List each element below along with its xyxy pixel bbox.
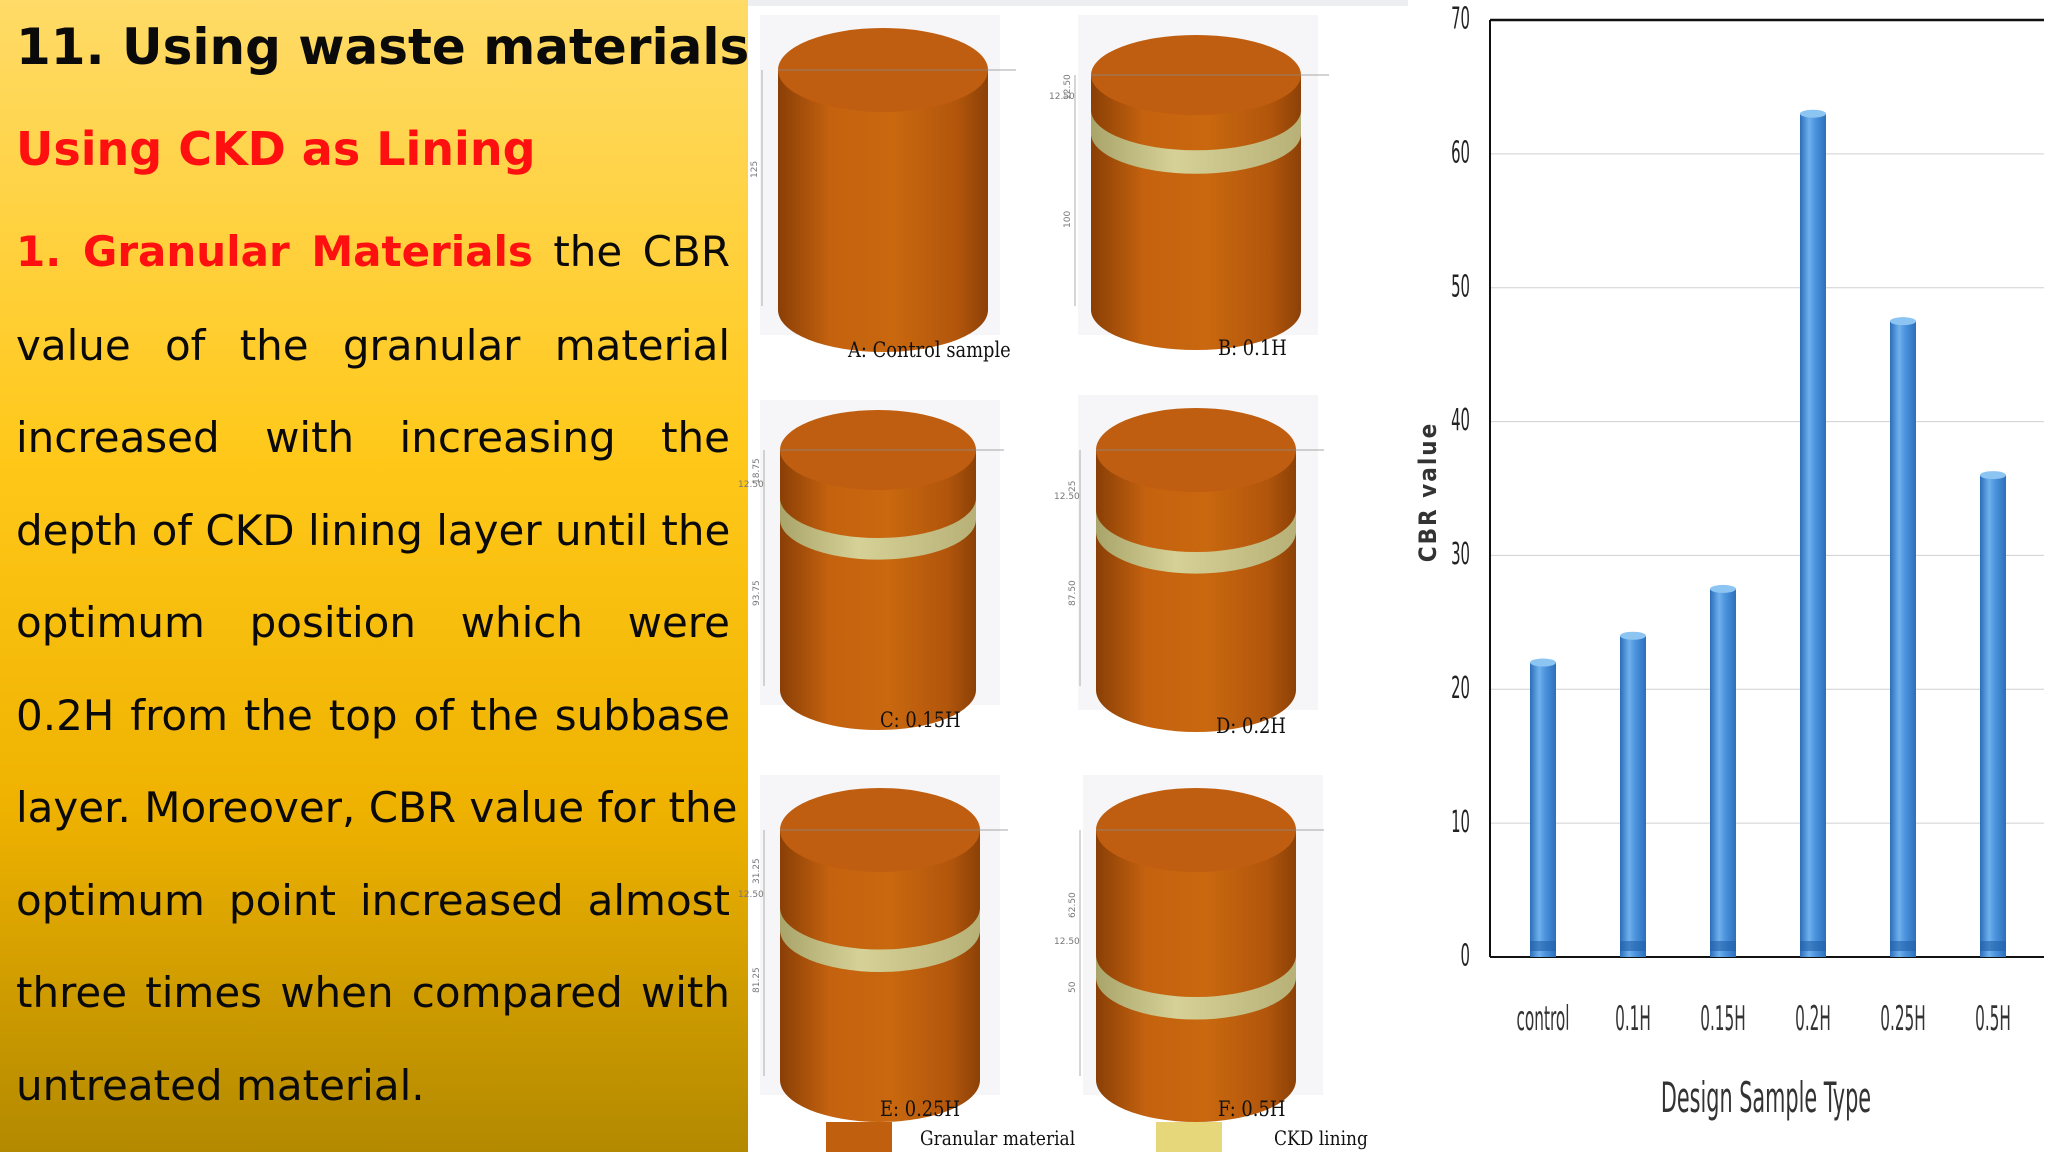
bar-base xyxy=(1530,941,1556,951)
x-tick-label: 0.15H xyxy=(1700,1000,1746,1039)
cylinder-a xyxy=(761,28,1016,352)
cylinder-c xyxy=(763,410,1004,730)
bar-cap xyxy=(1620,631,1646,640)
ckd-lining-band xyxy=(780,498,976,560)
dimension-label: 87.50 xyxy=(1068,580,1078,606)
text-panel: 11. Using waste materials: Using CKD as … xyxy=(0,0,769,1152)
bar-base xyxy=(1800,941,1826,951)
y-tick-label: 20 xyxy=(1451,671,1470,706)
y-tick-label: 70 xyxy=(1451,1,1470,36)
legend-label-lining: CKD lining xyxy=(1274,1126,1368,1150)
paragraph-line-1: 1. Granular Materials the CBR xyxy=(16,228,730,276)
sample-caption: A: Control sample xyxy=(848,338,1011,362)
dimension-label: 31.25 xyxy=(752,858,762,885)
paragraph-line-3: increased with increasing the xyxy=(16,413,730,462)
cylinder-body xyxy=(1096,450,1296,732)
bar-cap xyxy=(1710,584,1736,593)
dimension-label: 62.50 xyxy=(1068,891,1078,918)
legend-swatch-granular xyxy=(826,1122,892,1152)
paragraph-line-5: optimum position which were xyxy=(16,598,730,647)
paragraph-line-10: untreated material. xyxy=(16,1061,425,1110)
dimension-label: 12.50 xyxy=(738,480,764,490)
cbr-bar-chart: 0 10 20 30 40 50 60 70 control 0.1H 0.15H 0.2H 0.25H… xyxy=(1414,1,2044,1122)
dimension-label: 12.50 xyxy=(738,889,764,900)
legend-label-granular: Granular material xyxy=(920,1126,1076,1150)
y-tick-label: 10 xyxy=(1451,805,1470,840)
bar-0.1H xyxy=(1620,635,1646,957)
bar-base xyxy=(1710,941,1736,951)
paragraph-line-8: optimum point increased almost xyxy=(16,876,730,925)
paragraph-line-4: depth of CKD lining layer until the xyxy=(16,506,731,555)
paragraph-line-6: 0.2H from the top of the subbase xyxy=(16,691,730,740)
sample-caption: B: 0.1H xyxy=(1218,336,1287,360)
paragraph-line-7: layer. Moreover, CBR value for the xyxy=(16,783,738,832)
paragraph-lead: 1. Granular Materials xyxy=(16,227,533,276)
y-tick-label: 50 xyxy=(1451,269,1470,304)
dimension-label: 125 xyxy=(750,160,760,178)
bar-base xyxy=(1980,941,2006,951)
cylinder-body xyxy=(780,830,980,1122)
cylinder-body xyxy=(1096,830,1296,1122)
bar-cap xyxy=(1530,658,1556,667)
y-tick-label: 0 xyxy=(1461,938,1470,973)
sample-caption: C: 0.15H xyxy=(880,708,961,732)
cylinder-body xyxy=(780,450,976,730)
bar-base xyxy=(1890,941,1916,951)
x-tick-label: 0.2H xyxy=(1795,1000,1831,1039)
sample-caption: D: 0.2H xyxy=(1216,714,1286,738)
dimension-label: 25 xyxy=(1068,480,1078,492)
sample-caption: E: 0.25H xyxy=(880,1097,961,1121)
dimension-label: 50 xyxy=(1068,981,1078,993)
bar-base xyxy=(1620,941,1646,951)
samples-panel: A: Control sample 125 B: 0.1H 12.50 12.50 100… xyxy=(738,0,1408,1152)
dimension-label: 93.75 xyxy=(752,580,762,606)
ckd-lining-band xyxy=(1096,510,1296,574)
paragraph-line-1-text: the CBR xyxy=(532,227,731,276)
legend-swatch-lining xyxy=(1156,1122,1222,1152)
y-tick-label: 40 xyxy=(1451,403,1470,438)
cylinder-body xyxy=(1091,75,1301,350)
y-axis-title: CBR value xyxy=(1414,422,1442,563)
x-tick-label: 0.5H xyxy=(1975,1000,2011,1039)
y-tick-label: 30 xyxy=(1451,537,1470,572)
dimension-label: 81.25 xyxy=(752,966,762,993)
ckd-lining-band xyxy=(780,907,980,972)
cylinder-d xyxy=(1079,408,1324,732)
sample-caption: F: 0.5H xyxy=(1218,1097,1286,1121)
slide-subheading: Using CKD as Lining xyxy=(16,122,536,176)
x-tick-label: 0.1H xyxy=(1615,1000,1651,1039)
bar-cap xyxy=(1890,317,1916,326)
dimension-label: 12.50 xyxy=(1054,937,1080,947)
bar-0.5H xyxy=(1980,475,2006,957)
bar-0.25H xyxy=(1890,321,1916,957)
ckd-lining-band xyxy=(1096,955,1296,1020)
x-axis-title: Design Sample Type xyxy=(1661,1074,1871,1122)
cylinder-body xyxy=(778,70,988,352)
slide-heading: 11. Using waste materials: xyxy=(16,18,770,76)
y-tick-label: 60 xyxy=(1451,135,1470,170)
x-tick-label: 0.25H xyxy=(1880,1000,1926,1039)
paragraph-line-2: value of the granular material xyxy=(16,321,730,370)
dimension-label: 12.50 xyxy=(1054,492,1080,502)
bar-control xyxy=(1530,662,1556,957)
dimension-label: 100 xyxy=(1063,210,1073,228)
x-tick-label: control xyxy=(1517,1000,1570,1039)
cylinder-f xyxy=(1079,788,1324,1122)
bar-cap xyxy=(1980,471,2006,480)
paragraph-line-9: three times when compared with xyxy=(16,968,730,1017)
bar-0.2H xyxy=(1800,113,1826,957)
cylinder-b xyxy=(1074,35,1329,350)
bar-0.15H xyxy=(1710,588,1736,957)
ckd-lining-band xyxy=(1091,110,1301,174)
dimension-label: 12.50 xyxy=(1049,92,1075,103)
cylinder-e xyxy=(763,788,1008,1122)
panel-top-border xyxy=(748,0,1408,6)
cylinder-drawings xyxy=(760,15,1329,1122)
bar-cap xyxy=(1800,109,1826,118)
